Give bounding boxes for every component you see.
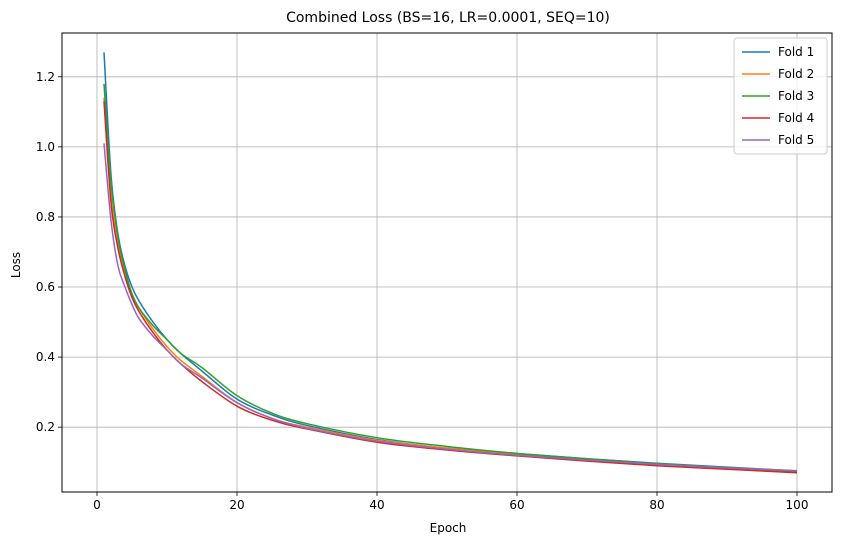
legend-label: Fold 5: [778, 133, 814, 147]
legend-label: Fold 2: [778, 67, 814, 81]
y-axis-label: Loss: [9, 252, 23, 278]
legend-label: Fold 3: [778, 89, 814, 103]
y-tick-label: 1.0: [36, 140, 55, 154]
x-tick-label: 40: [369, 498, 384, 512]
x-tick-label: 20: [229, 498, 244, 512]
y-axis: 0.2 0.4 0.6 0.8 1.0 1.2: [36, 70, 62, 434]
plot-frame: [61, 32, 833, 493]
y-tick-label: 0.6: [36, 280, 55, 294]
series-line-fold-4: [103, 101, 798, 474]
x-tick-label: 80: [649, 498, 664, 512]
series-line-fold-3: [103, 83, 798, 473]
grid-lines: [62, 33, 832, 492]
legend: Fold 1 Fold 2 Fold 3 Fold 4 Fold 5: [733, 37, 828, 155]
x-tick-label: 0: [93, 498, 101, 512]
y-tick-label: 0.2: [36, 420, 55, 434]
x-axis-label: Epoch: [430, 521, 467, 535]
series-line-fold-5: [103, 143, 798, 472]
series-lines: [103, 52, 798, 474]
y-tick-label: 0.8: [36, 210, 55, 224]
legend-label: Fold 1: [778, 45, 814, 59]
x-tick-label: 100: [786, 498, 809, 512]
legend-label: Fold 4: [778, 111, 814, 125]
y-tick-label: 0.4: [36, 350, 55, 364]
x-axis: 0 20 40 60 80 100: [93, 492, 808, 512]
x-tick-label: 60: [509, 498, 524, 512]
y-tick-label: 1.2: [36, 70, 55, 84]
legend-box: [733, 37, 828, 155]
chart-title: Combined Loss (BS=16, LR=0.0001, SEQ=10): [286, 10, 610, 26]
